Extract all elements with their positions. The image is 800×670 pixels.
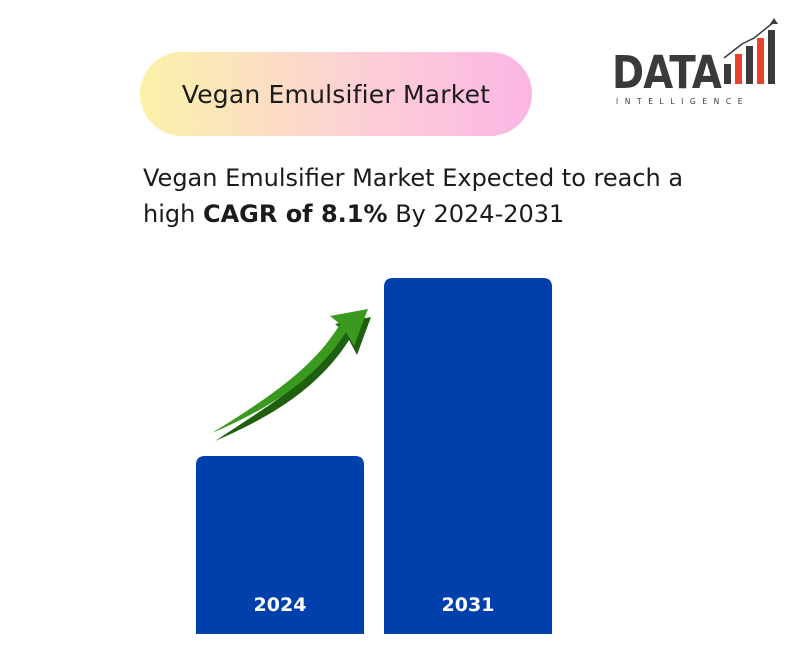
bars-group: 2024 2031 bbox=[196, 278, 552, 634]
headline: Vegan Emulsifier Market Expected to reac… bbox=[143, 160, 743, 232]
title-pill: Vegan Emulsifier Market bbox=[140, 52, 532, 136]
headline-prefix: Vegan Emulsifier Market Expected to reac… bbox=[143, 164, 684, 228]
logo-trend-arrowhead bbox=[770, 18, 778, 24]
logo-bar-2 bbox=[735, 54, 742, 84]
logo-bar-1 bbox=[724, 64, 731, 84]
headline-suffix: By 2024-2031 bbox=[395, 200, 565, 228]
market-title: Vegan Emulsifier Market bbox=[181, 79, 491, 109]
data-intelligence-logo: DATA INTELLIGENCE bbox=[612, 18, 780, 110]
logo-trend-line bbox=[723, 21, 775, 59]
growth-arrow-body bbox=[212, 309, 368, 433]
logo-bar-3 bbox=[746, 46, 753, 84]
growth-arrow-icon bbox=[212, 309, 371, 441]
bar-label-2031: 2031 bbox=[442, 594, 495, 616]
logo-bar-4 bbox=[757, 38, 764, 84]
rising-bars-icon bbox=[723, 18, 778, 84]
headline-cagr: CAGR of 8.1% bbox=[202, 200, 388, 228]
bar-label-2024: 2024 bbox=[254, 594, 307, 616]
logo-bar-5 bbox=[768, 30, 775, 84]
bar-2031 bbox=[384, 278, 552, 634]
logo-subtitle: INTELLIGENCE bbox=[616, 97, 750, 106]
bar-2024 bbox=[196, 456, 364, 634]
logo-wordmark: DATA bbox=[612, 46, 722, 99]
